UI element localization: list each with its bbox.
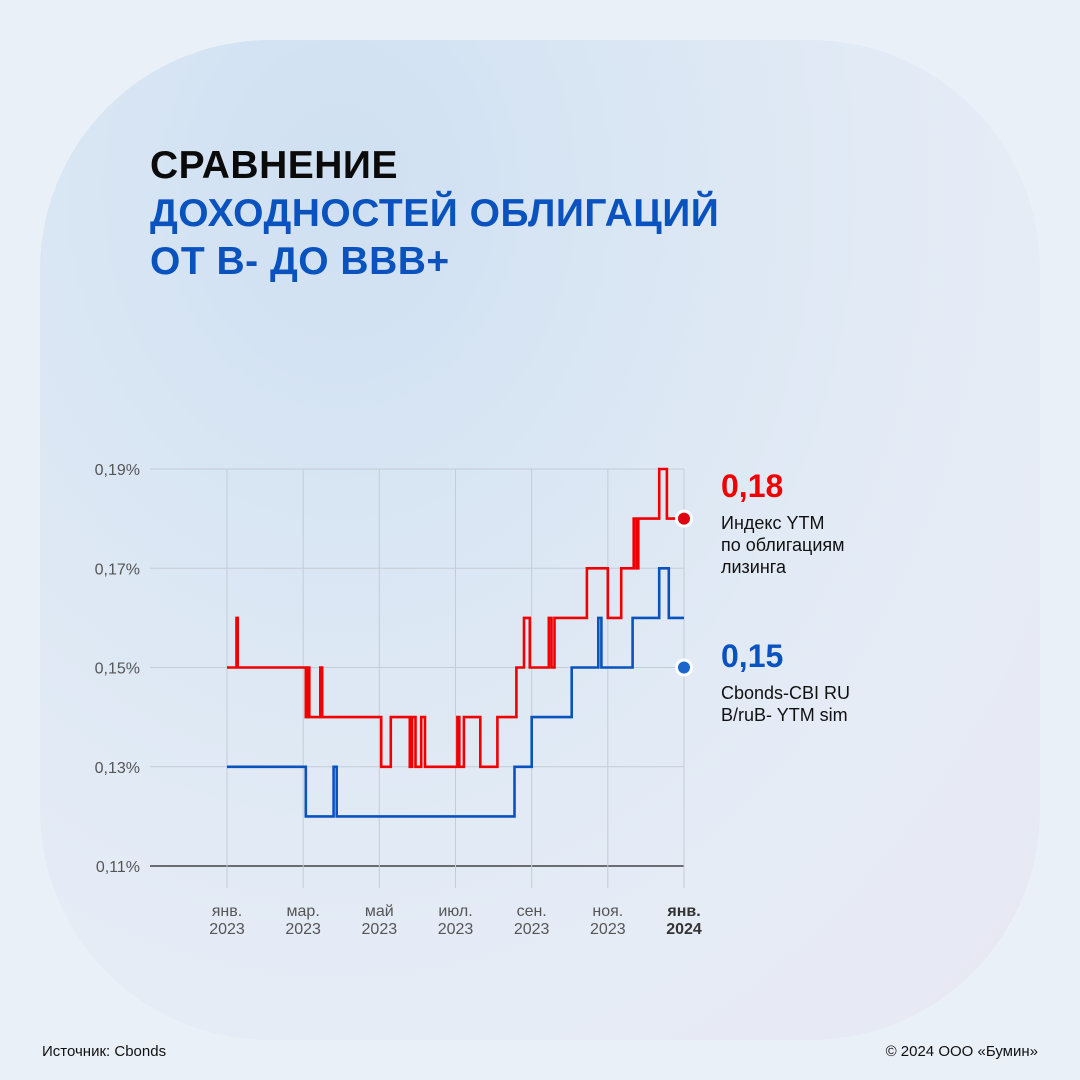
red-label-line-3: лизинга	[721, 557, 786, 577]
chart-title: СРАВНЕНИЕ ДОХОДНОСТЕЙ ОБЛИГАЦИЙ ОТ В- ДО…	[150, 142, 719, 286]
series-endpoints	[675, 509, 693, 677]
blue-series-value: 0,15	[721, 638, 784, 674]
x-tick-label-month: янв.	[666, 903, 700, 920]
red-series-value: 0,18	[721, 468, 784, 504]
x-axis-ticks: янв.2023мар.2023май2023июл.2023сен.2023н…	[209, 903, 702, 938]
red-label-line-1: Индекс YTM	[721, 513, 825, 533]
red-label-line-2: по облигациям	[721, 535, 845, 555]
x-tick-label-year: 2023	[362, 921, 398, 938]
red-series-label: Индекс YTM по облигациям лизинга	[721, 512, 845, 578]
series-line-leasing-index	[227, 467, 684, 769]
source-note: Источник: Cbonds	[42, 1043, 167, 1060]
x-tick-label-year: 2023	[590, 921, 626, 938]
series-end-marker-red	[675, 509, 693, 528]
title-line-2: ДОХОДНОСТЕЙ ОБЛИГАЦИЙ	[150, 192, 720, 235]
x-tick-label-month: мар.	[287, 903, 320, 920]
x-tick-label-year: 2023	[438, 921, 474, 938]
series-line-cbonds-cbi	[227, 567, 684, 818]
blue-series-label: Cbonds-CBI RU B/ruB- YTM sim	[721, 682, 850, 726]
title-line-3: ОТ В- ДО ВВВ+	[150, 240, 450, 283]
blue-label-line-1: Cbonds-CBI RU	[721, 683, 851, 703]
y-axis-ticks: 0,19% 0,17% 0,15% 0,13% 0,11%	[95, 462, 140, 876]
y-tick-label: 0,11%	[96, 859, 140, 876]
x-tick-label-month: янв.	[212, 903, 242, 920]
copyright-note: © 2024 ООО «Бумин»	[885, 1043, 1038, 1060]
chart-series	[227, 467, 684, 818]
title-line-1: СРАВНЕНИЕ	[150, 144, 398, 187]
y-tick-label: 0,19%	[95, 462, 140, 479]
x-tick-label-month: ноя.	[592, 903, 623, 920]
x-tick-label-month: сен.	[517, 903, 547, 920]
x-tick-label-month: май	[365, 903, 394, 920]
x-tick-label-year: 2023	[514, 921, 550, 938]
series-end-marker-blue	[675, 658, 693, 677]
x-tick-label-year: 2024	[666, 921, 702, 938]
y-tick-label: 0,17%	[95, 561, 140, 578]
x-tick-label-year: 2023	[285, 921, 321, 938]
card-background	[40, 40, 1040, 1040]
x-tick-label-year: 2023	[209, 921, 245, 938]
y-tick-label: 0,15%	[95, 661, 140, 678]
y-tick-label: 0,13%	[95, 760, 140, 777]
blue-label-line-2: B/ruB- YTM sim	[721, 705, 848, 725]
x-tick-label-month: июл.	[438, 903, 472, 920]
chart-grid	[150, 468, 685, 888]
